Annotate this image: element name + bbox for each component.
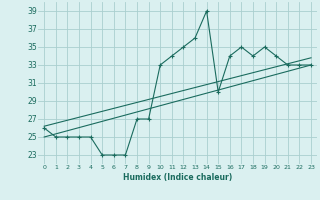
X-axis label: Humidex (Indice chaleur): Humidex (Indice chaleur) bbox=[123, 173, 232, 182]
